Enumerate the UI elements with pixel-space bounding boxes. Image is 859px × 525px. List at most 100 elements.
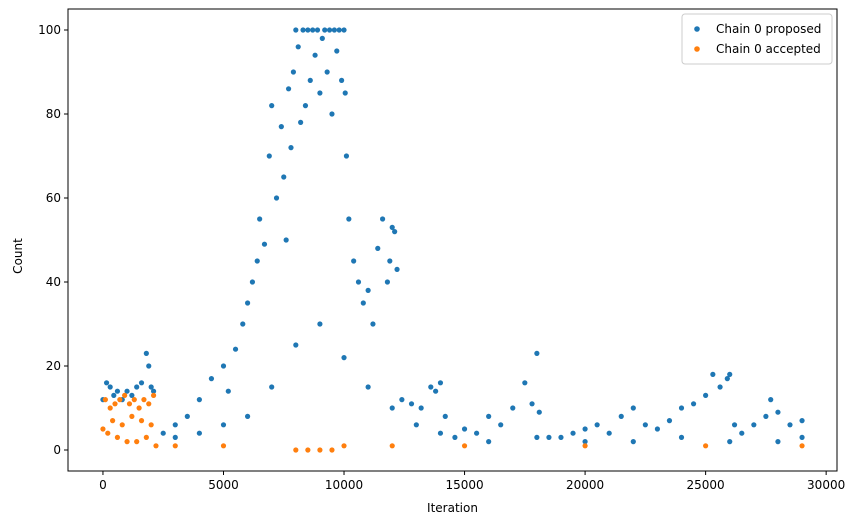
data-point <box>317 321 323 327</box>
y-tick-label: 100 <box>38 23 61 37</box>
data-point <box>112 401 118 407</box>
data-point <box>433 388 439 394</box>
data-point <box>710 371 716 377</box>
data-point <box>105 430 111 436</box>
data-point <box>107 405 113 411</box>
data-point <box>208 376 215 382</box>
data-point <box>134 439 140 445</box>
legend-label: Chain 0 accepted <box>716 42 821 56</box>
axes-frame <box>67 8 838 472</box>
data-point <box>799 434 805 440</box>
data-point <box>302 103 309 109</box>
data-point <box>148 422 154 428</box>
data-point <box>768 397 774 403</box>
data-point <box>392 229 398 235</box>
legend-label: Chain 0 proposed <box>716 22 821 36</box>
data-point <box>428 384 434 390</box>
data-point <box>437 380 444 386</box>
data-point <box>317 90 323 96</box>
data-point <box>387 258 393 264</box>
data-point <box>305 447 311 453</box>
data-point <box>690 401 697 407</box>
data-point <box>346 216 352 222</box>
data-point <box>461 443 468 449</box>
data-point <box>119 422 125 428</box>
data-point <box>334 48 340 54</box>
data-point <box>437 430 444 436</box>
data-point <box>281 174 287 180</box>
data-point <box>570 430 576 436</box>
data-point <box>799 443 805 449</box>
y-tick-label: 80 <box>46 107 61 121</box>
data-point <box>703 392 709 398</box>
data-point <box>129 413 135 419</box>
data-point <box>413 422 419 428</box>
y-tick-label: 60 <box>46 191 61 205</box>
data-point <box>136 405 142 411</box>
data-point <box>787 422 793 428</box>
data-point <box>257 216 263 222</box>
y-axis-label: Count <box>11 238 25 274</box>
legend-marker <box>694 46 700 52</box>
data-point <box>546 434 552 440</box>
data-point <box>285 86 292 92</box>
data-point <box>751 422 757 428</box>
data-point <box>160 430 166 436</box>
data-point <box>288 145 294 151</box>
x-tick-label: 10000 <box>325 478 363 492</box>
data-point <box>329 111 335 117</box>
data-point <box>630 439 636 445</box>
data-point <box>343 153 350 159</box>
data-point <box>220 443 227 449</box>
data-point <box>418 405 424 411</box>
data-point <box>122 392 128 398</box>
data-point <box>172 422 178 428</box>
data-point <box>314 27 321 33</box>
data-point <box>408 401 415 407</box>
data-point <box>111 392 117 398</box>
data-point <box>727 371 733 377</box>
data-point <box>110 418 116 424</box>
plot-area <box>100 27 805 453</box>
data-point <box>558 434 564 440</box>
x-axis-label: Iteration <box>427 501 478 515</box>
data-point <box>307 77 313 83</box>
data-point <box>143 350 149 356</box>
data-point <box>312 52 318 58</box>
data-point <box>461 426 468 432</box>
data-point <box>293 27 299 33</box>
legend-marker <box>694 26 700 32</box>
data-point <box>442 413 448 419</box>
data-point <box>534 434 540 440</box>
data-point <box>763 413 769 419</box>
data-point <box>266 153 272 159</box>
data-point <box>329 447 335 453</box>
data-point <box>474 430 480 436</box>
data-point <box>642 422 648 428</box>
x-tick-label: 30000 <box>807 478 845 492</box>
data-point <box>379 216 386 222</box>
data-point <box>365 287 371 293</box>
data-point <box>172 443 178 449</box>
data-point <box>341 27 347 33</box>
data-point <box>114 434 121 440</box>
data-point <box>342 90 348 96</box>
data-point <box>102 397 108 403</box>
data-point <box>293 447 299 453</box>
data-point <box>351 258 357 264</box>
data-point <box>131 397 137 403</box>
data-point <box>138 380 145 386</box>
series-1 <box>100 392 805 453</box>
data-point <box>196 397 202 403</box>
data-point <box>220 422 227 428</box>
data-point <box>232 346 239 352</box>
data-point <box>394 266 400 272</box>
data-point <box>220 363 227 369</box>
data-point <box>100 426 106 432</box>
data-point <box>536 409 542 415</box>
data-point <box>148 384 154 390</box>
data-point <box>322 27 328 33</box>
data-point <box>775 439 781 445</box>
data-point <box>529 401 535 407</box>
data-point <box>355 279 362 285</box>
